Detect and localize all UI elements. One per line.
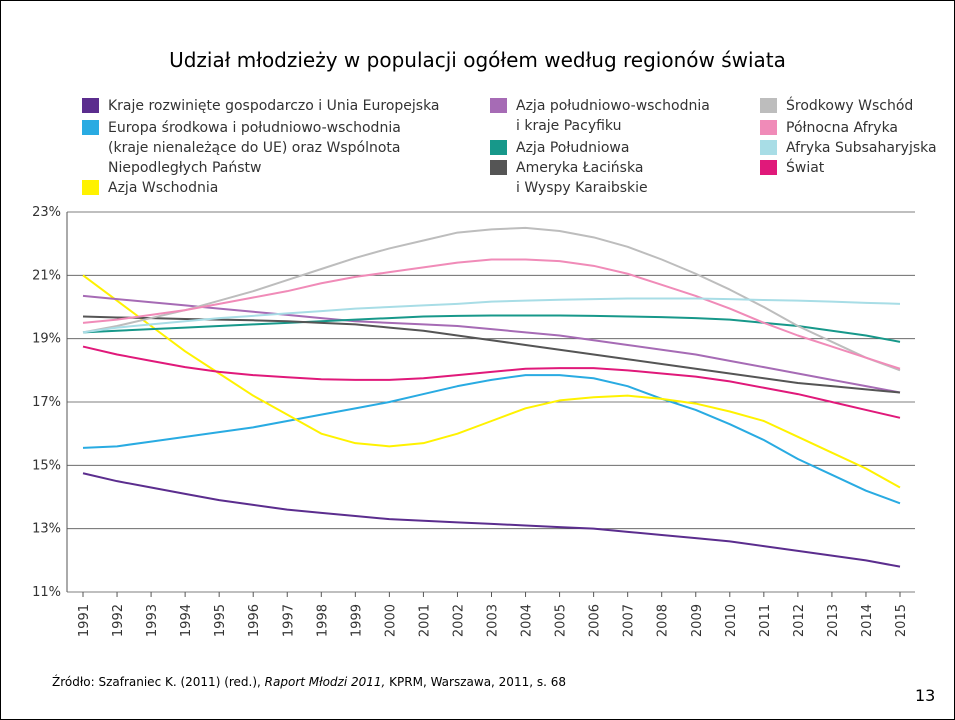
x-tick-label: 1998 bbox=[315, 604, 330, 637]
legend-label: Świat bbox=[786, 160, 825, 176]
x-tick-label: 2003 bbox=[486, 604, 501, 637]
x-tick-label: 1994 bbox=[179, 604, 194, 637]
y-tick-label: 19% bbox=[32, 332, 61, 347]
page-number: 13 bbox=[915, 686, 936, 705]
x-tick-label: 2014 bbox=[860, 604, 875, 637]
y-tick-label: 13% bbox=[32, 522, 61, 537]
series-line bbox=[82, 315, 901, 394]
x-tick-label: 2005 bbox=[554, 604, 569, 637]
legend-label: Afryka Subsaharyjska bbox=[786, 140, 937, 156]
series-line bbox=[82, 294, 901, 394]
x-tick-label: 2002 bbox=[451, 604, 466, 637]
source: Źródło: Szafraniec K. (2011) (red.), Rap… bbox=[52, 675, 566, 689]
series-line bbox=[82, 374, 901, 505]
x-tick-label: 1997 bbox=[281, 604, 296, 637]
x-tick-label: 2000 bbox=[383, 604, 398, 637]
legend-swatch bbox=[760, 120, 777, 135]
x-tick-label: 1996 bbox=[247, 604, 262, 637]
x-tick-label: 2013 bbox=[826, 604, 841, 637]
series-line bbox=[82, 274, 901, 489]
series-line bbox=[82, 226, 901, 372]
x-tick-label: 2015 bbox=[894, 604, 909, 637]
y-tick-label: 11% bbox=[32, 585, 61, 600]
x-tick-label: 2009 bbox=[690, 604, 705, 637]
legend-label: Azja Południowa bbox=[516, 140, 630, 156]
x-tick-label: 2006 bbox=[588, 604, 603, 637]
x-tick-label: 1999 bbox=[349, 604, 364, 637]
series-line bbox=[82, 258, 901, 370]
legend-swatch bbox=[760, 98, 777, 113]
source-title: Raport Młodzi 2011, bbox=[264, 675, 386, 689]
legend-swatch bbox=[82, 98, 99, 113]
legend-label: Europa środkowa i południowo-wschodnia (… bbox=[108, 120, 401, 176]
legend-swatch bbox=[760, 160, 777, 175]
source-text: Źródło: Szafraniec K. (2011) (red.), bbox=[52, 675, 265, 689]
y-tick-label: 21% bbox=[32, 268, 61, 283]
legend-label: Ameryka Łacińska i Wyspy Karaibskie bbox=[516, 160, 648, 196]
x-tick-label: 1991 bbox=[77, 604, 92, 637]
x-tick-label: 2011 bbox=[758, 604, 773, 637]
x-tick-label: 2012 bbox=[792, 604, 807, 637]
x-tick-label: 2004 bbox=[520, 604, 535, 637]
x-tick-label: 2001 bbox=[417, 604, 432, 637]
legend-label: Azja Wschodnia bbox=[108, 180, 219, 196]
legend-swatch bbox=[82, 120, 99, 135]
series-line bbox=[82, 345, 901, 419]
series-line bbox=[82, 297, 901, 334]
x-tick-label: 1995 bbox=[213, 604, 228, 637]
x-tick-label: 1993 bbox=[145, 604, 160, 637]
chart-title: Udział młodzieży w populacji ogółem wedł… bbox=[169, 48, 786, 72]
y-tick-label: 17% bbox=[32, 395, 61, 410]
series-line bbox=[82, 472, 901, 568]
legend-label: Środkowy Wschód bbox=[786, 98, 914, 114]
legend-label: Północna Afryka bbox=[786, 120, 899, 136]
source-text: KPRM, Warszawa, 2011, s. 68 bbox=[385, 675, 566, 689]
x-tick-label: 2007 bbox=[622, 604, 637, 637]
legend-swatch bbox=[82, 180, 99, 195]
x-tick-label: 2008 bbox=[656, 604, 671, 637]
legend-swatch bbox=[490, 140, 507, 155]
legend-swatch bbox=[760, 140, 777, 155]
legend-label: Kraje rozwinięte gospodarczo i Unia Euro… bbox=[108, 98, 440, 114]
y-tick-label: 23% bbox=[32, 205, 61, 220]
x-tick-label: 1992 bbox=[111, 604, 126, 637]
legend-swatch bbox=[490, 160, 507, 175]
x-tick-label: 2010 bbox=[724, 604, 739, 637]
y-tick-label: 15% bbox=[32, 458, 61, 473]
legend-swatch bbox=[490, 98, 507, 113]
legend-label: Azja południowo-wschodnia i kraje Pacyfi… bbox=[516, 98, 710, 134]
